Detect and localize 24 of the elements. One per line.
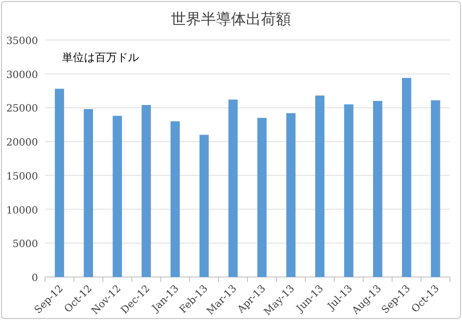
bar (54, 88, 64, 277)
y-tick-label: 10000 (6, 205, 38, 216)
bar (112, 116, 122, 277)
bar (402, 78, 412, 277)
y-tick-label: 35000 (6, 36, 38, 47)
bar (84, 109, 94, 277)
bar (315, 96, 324, 277)
bar (257, 118, 267, 277)
y-tick-label: 0 (32, 273, 38, 284)
bar (228, 100, 238, 277)
bar (344, 104, 354, 277)
bar (199, 134, 209, 277)
y-tick-label: 25000 (6, 104, 38, 115)
y-tick-label: 20000 (6, 138, 38, 149)
bar (286, 113, 296, 277)
y-tick-label: 30000 (6, 70, 38, 81)
bar (142, 105, 151, 277)
bar (430, 100, 440, 277)
y-tick-label: 5000 (12, 239, 38, 250)
y-tick-label: 15000 (6, 171, 38, 182)
bar (373, 100, 382, 277)
annotation: 単位は百万ドル (62, 51, 139, 64)
bar (170, 121, 180, 277)
chart-title: 世界半導体出荷額 (171, 10, 291, 28)
